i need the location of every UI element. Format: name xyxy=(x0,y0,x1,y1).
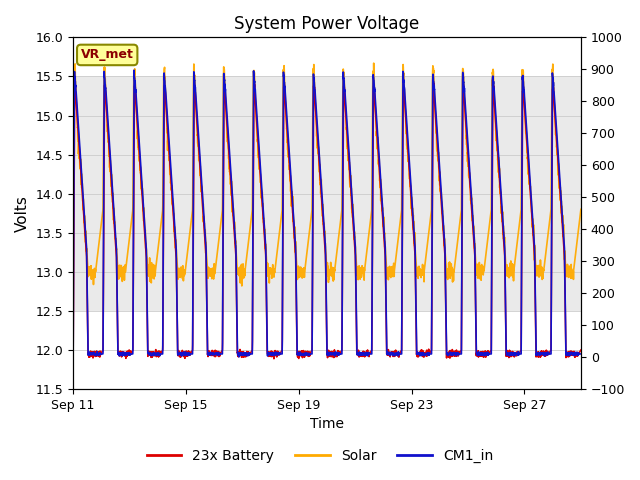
X-axis label: Time: Time xyxy=(310,418,344,432)
Y-axis label: Volts: Volts xyxy=(15,195,30,232)
Bar xyxy=(73,76,581,311)
Title: System Power Voltage: System Power Voltage xyxy=(234,15,420,33)
Legend: 23x Battery, Solar, CM1_in: 23x Battery, Solar, CM1_in xyxy=(141,443,499,468)
Text: VR_met: VR_met xyxy=(81,48,134,61)
